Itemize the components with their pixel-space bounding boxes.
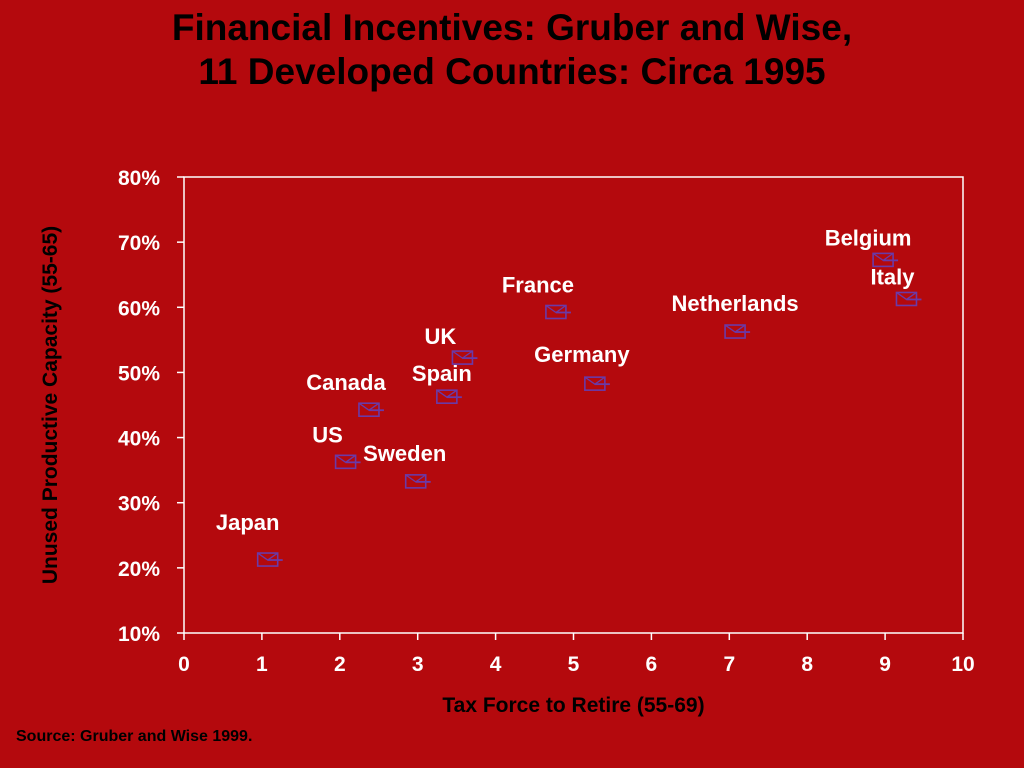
point-label: France xyxy=(502,272,574,297)
point-label: UK xyxy=(425,324,457,349)
point-label: Belgium xyxy=(825,225,912,250)
point-label: Germany xyxy=(534,342,630,367)
y-tick-label: 30% xyxy=(118,493,160,516)
x-tick-label: 3 xyxy=(412,653,424,676)
source-note: Source: Gruber and Wise 1999. xyxy=(16,728,253,745)
y-tick-label: 40% xyxy=(118,428,160,451)
envelope-icon xyxy=(436,389,462,404)
y-axis-label: Unused Productive Capacity (55-65) xyxy=(39,226,62,584)
point-label: Japan xyxy=(216,510,280,535)
x-tick-label: 8 xyxy=(801,653,813,676)
envelope-icon xyxy=(451,350,478,365)
x-tick-label: 0 xyxy=(178,653,190,676)
chart-title: Financial Incentives: Gruber and Wise, 1… xyxy=(0,6,1024,94)
point-label: Sweden xyxy=(363,441,446,466)
envelope-icon xyxy=(895,291,922,307)
x-axis: 0 1 2 3 4 5 6 7 8 9 10 xyxy=(178,633,975,676)
envelope-icon xyxy=(358,402,384,418)
x-axis-label: Tax Force to Retire (55-69) xyxy=(442,694,704,717)
point-label: Spain xyxy=(412,361,472,386)
x-tick-label: 5 xyxy=(568,653,580,676)
x-tick-label: 9 xyxy=(879,653,891,676)
envelope-icon xyxy=(724,324,751,339)
point-label: Netherlands xyxy=(672,291,799,316)
x-tick-label: 7 xyxy=(723,653,735,676)
x-tick-label: 1 xyxy=(256,653,268,676)
y-tick-label: 20% xyxy=(118,558,160,581)
data-points: Japan US Canada Sweden Spain UK France Germany N… xyxy=(216,225,922,567)
y-tick-label: 60% xyxy=(118,297,160,320)
x-tick-label: 4 xyxy=(490,653,502,676)
envelope-icon xyxy=(545,304,571,320)
y-axis: 10% 20% 30% 40% 50% 60% 70% 80% xyxy=(118,167,184,646)
x-tick-label: 6 xyxy=(646,653,658,676)
y-tick-label: 10% xyxy=(118,623,160,646)
title-line-2: 11 Developed Countries: Circa 1995 xyxy=(198,51,826,92)
title-line-1: Financial Incentives: Gruber and Wise, xyxy=(171,7,853,48)
point-label: US xyxy=(312,422,343,447)
x-tick-label: 10 xyxy=(951,653,974,676)
envelope-icon xyxy=(256,552,283,567)
envelope-icon xyxy=(334,454,361,470)
y-tick-label: 70% xyxy=(118,232,160,255)
envelope-icon xyxy=(404,474,431,489)
y-tick-label: 80% xyxy=(118,167,160,190)
point-label: Canada xyxy=(306,370,386,395)
x-tick-label: 2 xyxy=(334,653,346,676)
y-tick-label: 50% xyxy=(118,362,160,385)
envelope-icon xyxy=(872,252,899,268)
envelope-icon xyxy=(584,376,610,391)
point-label: Italy xyxy=(870,264,915,289)
